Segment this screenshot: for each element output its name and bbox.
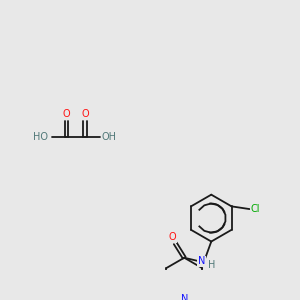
Text: H: H [208, 260, 215, 270]
Text: O: O [169, 232, 176, 242]
Text: N: N [198, 256, 205, 266]
Text: OH: OH [101, 132, 116, 142]
Text: O: O [81, 109, 89, 118]
Text: O: O [62, 109, 70, 118]
Text: HO: HO [34, 132, 49, 142]
Text: N: N [181, 294, 188, 300]
Text: Cl: Cl [250, 204, 260, 214]
